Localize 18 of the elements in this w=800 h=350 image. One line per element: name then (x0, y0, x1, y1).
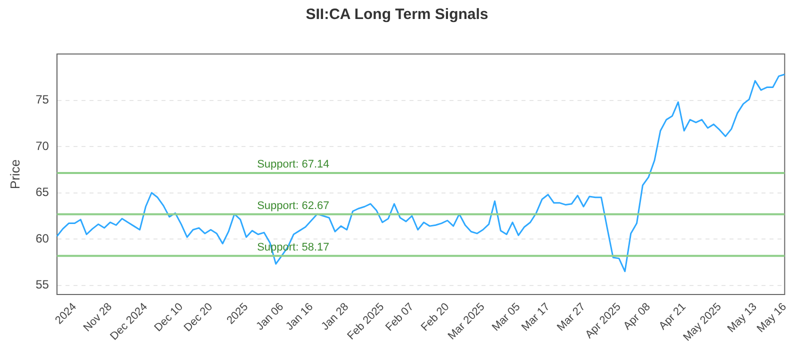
x-tick-label: Mar 27 (555, 300, 588, 334)
x-tick-label: Feb 07 (383, 300, 416, 334)
x-tick-label: Jan 16 (284, 300, 316, 333)
x-tick-label: Feb 20 (418, 300, 452, 334)
y-tick-label: 75 (36, 92, 50, 107)
x-tick-label: Apr 21 (656, 300, 688, 332)
x-tick-label: Jan 06 (254, 300, 286, 333)
y-tick-label: 60 (36, 231, 50, 246)
x-tick-label: May 16 (754, 300, 789, 335)
ref-line-label: Support: 67.14 (257, 158, 330, 170)
x-tick-label: Dec 20 (182, 300, 216, 334)
ref-line-label: Support: 62.67 (257, 200, 330, 212)
x-tick-label: Apr 08 (621, 300, 653, 332)
y-tick-label: 55 (36, 278, 50, 292)
y-tick-label: 70 (36, 138, 50, 153)
y-axis-title: Price (7, 159, 22, 190)
chart-title: SII:CA Long Term Signals (306, 6, 488, 24)
y-tick-label: 65 (36, 185, 50, 200)
